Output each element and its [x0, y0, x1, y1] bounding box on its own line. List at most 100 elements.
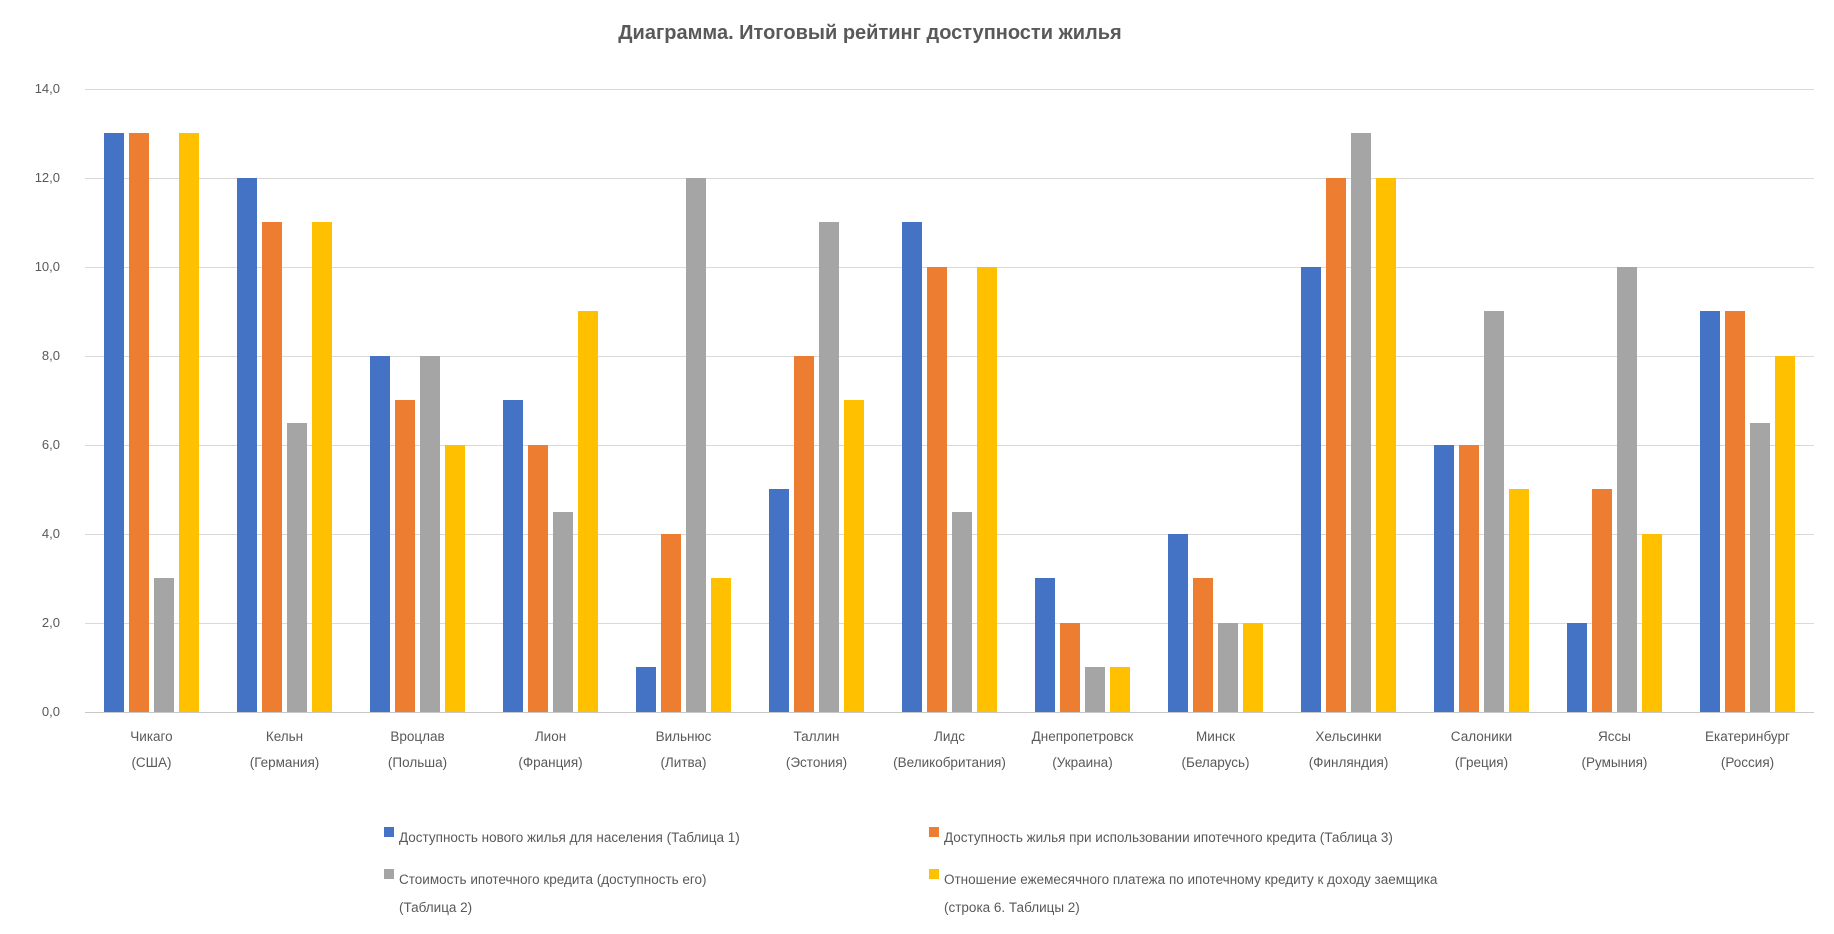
bar-series-2-cat-2 — [262, 222, 282, 712]
gridline-y-12 — [85, 177, 1814, 179]
bar-group-10 — [1282, 89, 1415, 712]
bar-series-2-cat-9 — [1193, 578, 1213, 712]
y-axis-tick-label: 12,0 — [34, 170, 60, 185]
bar-group-13 — [1681, 89, 1814, 712]
bar-series-4-cat-1 — [179, 133, 199, 712]
legend-label-series-3-line-2: (Таблица 2) — [399, 900, 473, 915]
bar-group-7 — [883, 89, 1016, 712]
bar-series-4-cat-9 — [1243, 623, 1263, 712]
plot-area — [85, 88, 1814, 713]
bar-series-1-cat-10 — [1301, 267, 1321, 712]
bar-series-1-cat-1 — [104, 133, 124, 712]
x-axis-category-label: Хельсинки (Финляндия) — [1308, 729, 1389, 770]
gridline-y-6 — [85, 444, 1814, 446]
bar-series-2-cat-11 — [1459, 445, 1479, 712]
x-axis-line — [85, 712, 1814, 713]
y-axis-tick-label: 14,0 — [34, 81, 60, 96]
bar-series-3-cat-5 — [686, 178, 706, 712]
x-axis-category-label: Днепропетровск (Украина) — [1031, 729, 1134, 770]
bar-series-1-cat-6 — [769, 489, 789, 712]
bar-series-2-cat-8 — [1060, 623, 1080, 712]
bar-series-1-cat-5 — [636, 667, 656, 712]
bar-series-4-cat-12 — [1642, 534, 1662, 712]
gridline-y-10 — [85, 266, 1814, 268]
gridline-y-8 — [85, 355, 1814, 357]
bar-group-1 — [85, 89, 218, 712]
gridline-y-2 — [85, 622, 1814, 624]
bar-series-4-cat-7 — [977, 267, 997, 712]
bar-series-1-cat-13 — [1700, 311, 1720, 712]
x-axis-category-label: Лидс (Великобритания) — [893, 729, 1006, 770]
x-axis-category-label: Вроцлав (Польша) — [387, 729, 448, 770]
bar-series-3-cat-8 — [1085, 667, 1105, 712]
bar-series-3-cat-4 — [553, 512, 573, 712]
chart-title: Диаграмма. Итоговый рейтинг доступности … — [618, 22, 1122, 44]
bar-series-2-cat-4 — [528, 445, 548, 712]
bar-series-4-cat-3 — [445, 445, 465, 712]
x-axis-category-label: Салоники (Греция) — [1450, 729, 1513, 770]
x-axis-category-label: Минск (Беларусь) — [1181, 729, 1250, 770]
bar-series-1-cat-2 — [237, 178, 257, 712]
bar-series-4-cat-4 — [578, 311, 598, 712]
bar-series-1-cat-3 — [370, 356, 390, 712]
bar-series-1-cat-8 — [1035, 578, 1055, 712]
bar-series-1-cat-11 — [1434, 445, 1454, 712]
bar-series-3-cat-11 — [1484, 311, 1504, 712]
y-axis-tick-label: 6,0 — [41, 437, 60, 452]
bar-series-1-cat-7 — [902, 222, 922, 712]
legend-label-series-4-line-2: (строка 6. Таблицы 2) — [944, 900, 1080, 915]
y-axis-tick-label: 8,0 — [41, 348, 60, 363]
legend-item-series-2: Доступность жилья при использовании ипот… — [929, 824, 1393, 852]
bar-series-2-cat-6 — [794, 356, 814, 712]
gridline-y-4 — [85, 533, 1814, 535]
y-axis-tick-label: 4,0 — [41, 526, 60, 541]
x-axis-category-label: Таллин (Эстония) — [785, 729, 848, 770]
bar-series-4-cat-13 — [1775, 356, 1795, 712]
y-axis-tick-label: 2,0 — [41, 615, 60, 630]
bar-series-3-cat-1 — [154, 578, 174, 712]
bar-series-3-cat-6 — [819, 222, 839, 712]
bar-group-4 — [484, 89, 617, 712]
legend-swatch-series-4-icon — [929, 869, 939, 879]
y-axis-tick-label: 0,0 — [41, 704, 60, 719]
bar-group-8 — [1016, 89, 1149, 712]
bar-group-5 — [617, 89, 750, 712]
bar-series-4-cat-11 — [1509, 489, 1529, 712]
bar-group-6 — [750, 89, 883, 712]
x-axis-category-label: Вильнюс (Литва) — [655, 729, 712, 770]
bar-series-2-cat-5 — [661, 534, 681, 712]
legend-label-series-3-line-1: Стоимость ипотечного кредита (доступност… — [399, 872, 707, 887]
gridline-y-14 — [85, 88, 1814, 90]
bar-series-3-cat-10 — [1351, 133, 1371, 712]
bar-group-9 — [1149, 89, 1282, 712]
x-axis-category-label: Екатеринбург (Россия) — [1705, 729, 1790, 770]
bar-series-2-cat-3 — [395, 400, 415, 712]
y-axis-tick-label: 10,0 — [34, 259, 60, 274]
bar-series-4-cat-5 — [711, 578, 731, 712]
bar-series-3-cat-9 — [1218, 623, 1238, 712]
bar-group-3 — [351, 89, 484, 712]
x-axis-category-label: Лион (Франция) — [518, 729, 583, 770]
legend-swatch-series-3-icon — [384, 869, 394, 879]
legend-swatch-series-2-icon — [929, 827, 939, 837]
bar-series-4-cat-8 — [1110, 667, 1130, 712]
legend-label-series-4-line-1: Отношение ежемесячного платежа по ипотеч… — [944, 872, 1438, 887]
legend-item-series-4: Отношение ежемесячного платежа по ипотеч… — [929, 866, 1437, 922]
bar-series-3-cat-12 — [1617, 267, 1637, 712]
bar-series-3-cat-2 — [287, 423, 307, 712]
legend-label-series-2: Доступность жилья при использовании ипот… — [944, 830, 1393, 845]
bar-group-2 — [218, 89, 351, 712]
bar-group-11 — [1415, 89, 1548, 712]
x-axis-category-label: Кельн (Германия) — [249, 729, 320, 770]
legend-label-series-1: Доступность нового жилья для населения (… — [399, 830, 740, 845]
bar-series-2-cat-1 — [129, 133, 149, 712]
bar-series-3-cat-13 — [1750, 423, 1770, 712]
bar-series-2-cat-12 — [1592, 489, 1612, 712]
x-axis-category-label: Чикаго (США) — [130, 729, 173, 770]
legend-swatch-series-1-icon — [384, 827, 394, 837]
bar-series-3-cat-7 — [952, 512, 972, 712]
bar-series-2-cat-7 — [927, 267, 947, 712]
bar-group-12 — [1548, 89, 1681, 712]
bar-series-4-cat-2 — [312, 222, 332, 712]
